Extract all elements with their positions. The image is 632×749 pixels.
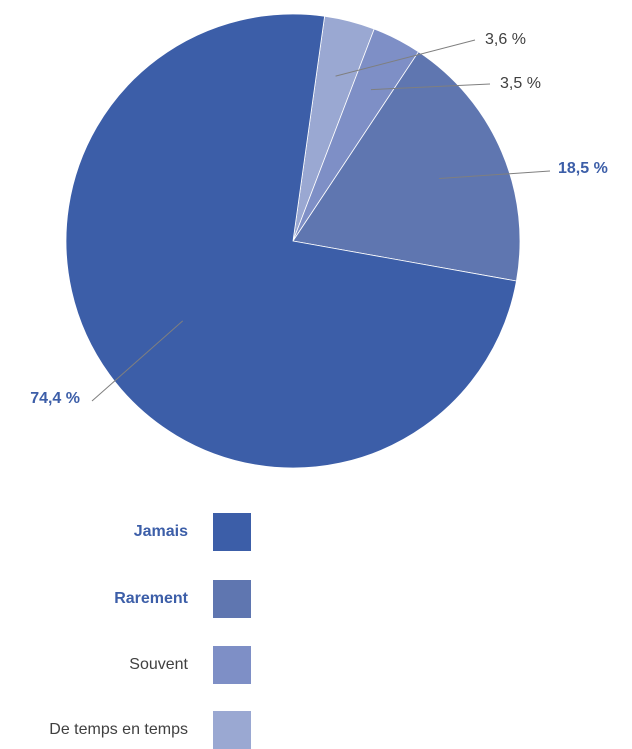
pie-slice-rarement [292,51,521,282]
pie-slices [65,13,521,469]
data-labels: 3,6 % 3,5 % 18,5 % 74,4 % [30,31,608,407]
data-label-de-temps-en-temps: 3,6 % [485,31,526,48]
leader-line-de-temps-en-temps [335,39,476,77]
data-label-rarement: 18,5 % [558,160,608,177]
leader-line-souvent [370,83,491,91]
pie-slice-jamais [65,13,517,469]
leader-line-jamais [91,320,184,402]
data-label-jamais: 74,4 % [30,390,80,407]
data-label-souvent: 3,5 % [500,75,541,92]
leader-line-rarement [439,170,551,180]
leader-lines [91,39,551,402]
